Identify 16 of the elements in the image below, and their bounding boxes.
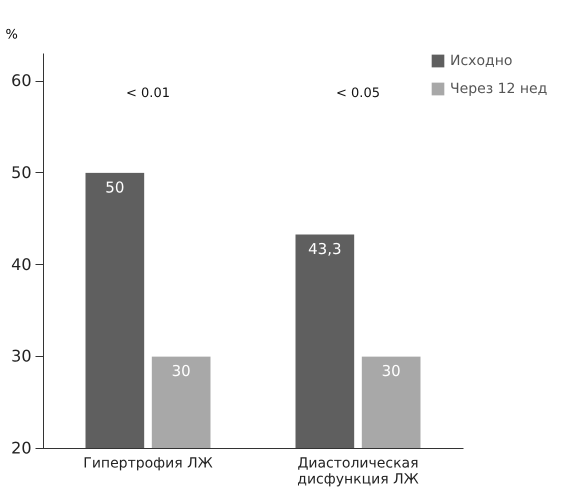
data-label: 30 <box>172 362 191 380</box>
x-tick-label: Диастолическая дисфункция ЛЖ <box>297 456 419 488</box>
annotation: < 0.01 <box>126 86 170 101</box>
y-tick-label: 20 <box>11 438 32 458</box>
y-tick-label: 40 <box>11 254 32 274</box>
y-tick-label: 30 <box>11 346 32 366</box>
data-label: 50 <box>105 178 124 196</box>
y-tick-label: 50 <box>11 162 32 182</box>
data-label: 43,3 <box>308 240 342 258</box>
legend-label: Через 12 нед <box>450 81 548 97</box>
annotation: < 0.05 <box>336 86 380 101</box>
legend-label: Исходно <box>450 53 512 69</box>
y-axis-title: % <box>6 28 18 42</box>
x-tick-label: Гипертрофия ЛЖ <box>83 456 213 472</box>
data-label: 30 <box>382 362 401 380</box>
y-tick-label: 60 <box>11 71 32 90</box>
